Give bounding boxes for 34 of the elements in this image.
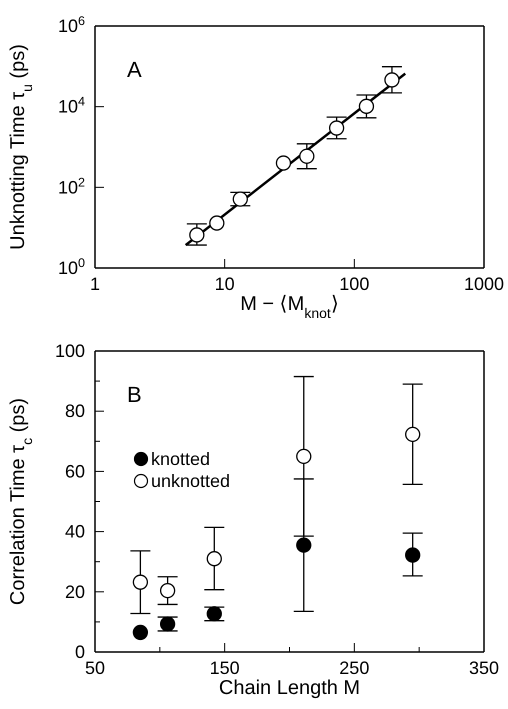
point bbox=[405, 426, 420, 442]
x-axis-title: Chain Length M bbox=[218, 677, 360, 699]
point bbox=[296, 448, 312, 464]
legend-label: knotted bbox=[151, 448, 210, 470]
x-tick-label: 10 bbox=[214, 274, 235, 294]
x-tick-label: 150 bbox=[210, 658, 240, 678]
legend-label: unknotted bbox=[151, 470, 230, 492]
point bbox=[132, 574, 148, 590]
y-tick-label: 10$^{6}$ bbox=[58, 14, 85, 36]
y-tick-label: 20 bbox=[64, 582, 85, 602]
y-tick-label: 100 bbox=[54, 341, 85, 361]
y-tick-label: 10$^{0}$ bbox=[58, 256, 85, 278]
x-tick-label: 100 bbox=[339, 274, 370, 294]
y-tick-label: 0 bbox=[74, 642, 85, 662]
annotation: A bbox=[127, 57, 142, 83]
point bbox=[206, 606, 222, 622]
annotation: B bbox=[127, 382, 142, 408]
x-tick-label: 1 bbox=[90, 274, 100, 294]
x-tick-label: 350 bbox=[468, 658, 500, 678]
y-tick-label: 60 bbox=[64, 461, 85, 482]
point bbox=[206, 551, 222, 566]
point bbox=[132, 624, 148, 640]
x-tick-label: 1000 bbox=[464, 274, 504, 294]
x-tick-label: 50 bbox=[84, 658, 106, 678]
point bbox=[296, 537, 312, 553]
x-axis-title: M − ⟨M$_{knot}$⟩ bbox=[240, 293, 339, 321]
y-tick-label: 10$^{4}$ bbox=[58, 94, 85, 117]
point bbox=[160, 582, 176, 598]
y-tick-label: 40 bbox=[64, 522, 85, 542]
point bbox=[160, 616, 176, 632]
y-tick-label: 10$^{2}$ bbox=[58, 175, 85, 198]
y-tick-label: 80 bbox=[64, 401, 85, 422]
point bbox=[405, 547, 420, 563]
x-tick-label: 250 bbox=[339, 658, 370, 678]
